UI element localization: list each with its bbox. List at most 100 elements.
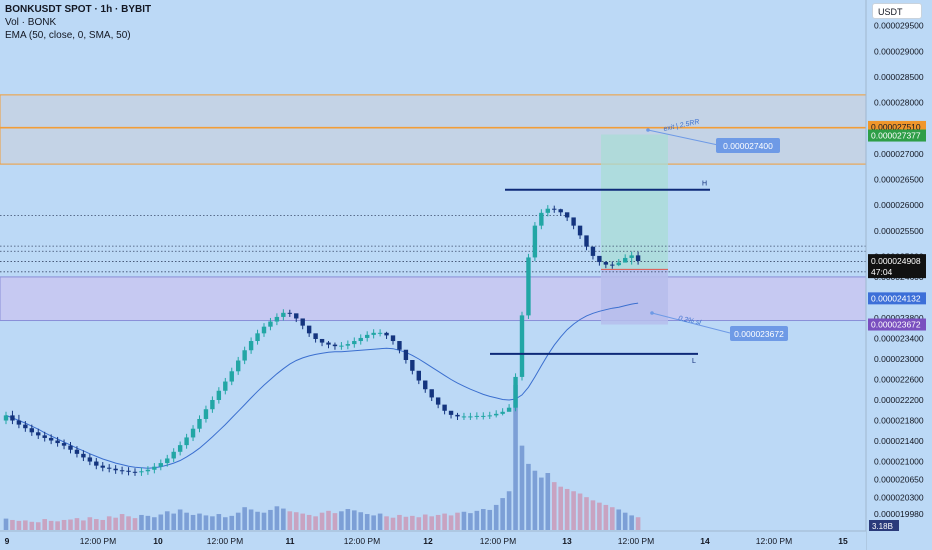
candle-body (461, 416, 467, 418)
candle (223, 377, 228, 395)
currency-button[interactable]: USDT (872, 3, 922, 19)
candle (119, 466, 125, 475)
candle-body (165, 458, 170, 464)
candle (532, 222, 538, 262)
stop-loss-zone (601, 269, 668, 325)
candle (294, 313, 299, 323)
candle (42, 431, 47, 442)
volume-tag-bg (869, 520, 899, 531)
candle-body (358, 337, 363, 342)
candle-body (107, 467, 112, 469)
candle-body (87, 457, 93, 462)
candle (48, 434, 54, 445)
volume-bar (416, 517, 422, 530)
candle-body (94, 461, 99, 466)
candle-body (513, 376, 518, 408)
candle-body (261, 326, 267, 334)
volume-bar (397, 514, 402, 530)
candle (29, 424, 34, 436)
candle-body (455, 414, 460, 417)
volume-bar (622, 512, 628, 530)
candle (390, 335, 396, 345)
candle (248, 337, 254, 354)
volume-bar (87, 517, 93, 530)
candle (519, 311, 525, 381)
candle (197, 415, 202, 433)
volume-bar (94, 519, 99, 530)
candle-body (281, 312, 286, 317)
candle-body (16, 420, 22, 425)
volume-bar (584, 497, 589, 530)
candle (635, 251, 641, 265)
volume-bar (229, 515, 235, 530)
price-tick-label: 0.000026000 (874, 200, 924, 210)
price-tick-label: 0.000019980 (874, 509, 924, 519)
candle (352, 337, 357, 348)
candle (564, 212, 570, 222)
candle-body (377, 332, 383, 334)
candle (255, 329, 260, 345)
volume-bar (306, 514, 312, 530)
candle-body (268, 321, 273, 327)
candle-body (326, 342, 331, 345)
price-tick-label: 0.000028500 (874, 72, 924, 82)
high-marker: H (702, 181, 707, 188)
candle-body (294, 313, 299, 319)
volume-bar (571, 491, 576, 530)
candle (584, 235, 589, 251)
candle (113, 465, 118, 474)
candle-body (345, 344, 351, 346)
candle (429, 389, 434, 402)
candle-body (571, 217, 576, 226)
candle-body (474, 415, 480, 417)
volume-bar (158, 514, 164, 530)
candle (3, 411, 9, 425)
candle-body (371, 332, 376, 335)
price-tick-label: 0.000020300 (874, 492, 924, 502)
candle (23, 421, 28, 432)
candle-body (126, 470, 131, 472)
volume-bar (332, 513, 338, 530)
candle (16, 414, 22, 429)
volume-bar (364, 514, 370, 530)
candle-body (623, 257, 628, 263)
ema-indicator-label: EMA (50, close, 0, SMA, 50) (5, 30, 131, 41)
volume-bar (558, 486, 563, 530)
volume-bar (481, 509, 486, 530)
candle-body (539, 212, 544, 226)
volume-bar (287, 511, 293, 530)
candle-body (287, 312, 292, 314)
volume-bar (35, 522, 41, 530)
candle (371, 329, 376, 339)
sl-note: 0.2% sl (678, 315, 702, 327)
candle-body (74, 449, 80, 454)
candle-body (352, 341, 357, 345)
candle (306, 325, 312, 337)
volume-bar (377, 513, 383, 530)
candle-body (55, 440, 60, 444)
candle (203, 405, 209, 423)
ema-line (5, 302, 639, 469)
candle-body (139, 471, 144, 473)
price-tick-label: 0.000021800 (874, 416, 924, 426)
candle (403, 349, 409, 364)
time-tick-label: 12:00 PM (80, 536, 116, 546)
volume-bar (81, 520, 86, 530)
time-tick-label: 10 (153, 536, 163, 546)
price-tick-label: 0.000028000 (874, 98, 924, 108)
candle (107, 464, 112, 473)
volume-bar (448, 515, 454, 530)
tp-price-tag: 0.000027377 (868, 129, 926, 142)
volume-bar (590, 500, 596, 530)
tp-price-tag-bg (868, 129, 926, 142)
candle-body (68, 445, 73, 450)
candle-body (319, 338, 325, 343)
candle-body (203, 409, 209, 419)
candle-body (584, 235, 589, 247)
candle (539, 209, 544, 230)
ema-price-tag-bg (868, 292, 926, 305)
volume-bar (564, 488, 570, 530)
price-tick-label: 0.000029000 (874, 46, 924, 56)
candle (603, 261, 609, 269)
